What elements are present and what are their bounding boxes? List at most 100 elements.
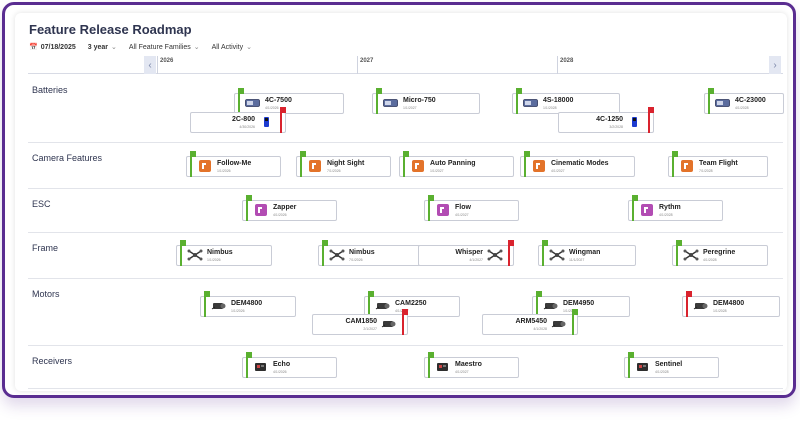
roadmap-item[interactable]: DEM4800 1/1/2026 [200, 296, 296, 317]
roadmap-row: MotorsDEM48001/1/2026CAM22504/1/2027CAM1… [28, 279, 783, 346]
filter-bar: 📅 07/18/2025 3 year ⌄ All Feature Famili… [29, 43, 264, 52]
roadmap-item[interactable]: Sentinel 4/1/2028 [624, 357, 719, 378]
item-name: CAM1850 [345, 318, 377, 325]
item-name: Sentinel [655, 361, 683, 368]
item-name: Maestro [455, 361, 482, 368]
item-name: DEM4950 [563, 300, 595, 307]
battery-icon [715, 97, 731, 109]
activity-filter[interactable]: All Activity ⌄ [212, 43, 252, 52]
roadmap-item[interactable]: Nimbus 1/1/2026 [176, 245, 272, 266]
item-date: 3/2/2028 [609, 125, 623, 129]
item-name: ARM5450 [515, 318, 547, 325]
roadmap-item[interactable]: Rythm 4/1/2028 [628, 200, 723, 221]
roadmap-item[interactable]: 4C-23000 4/1/2028 [704, 93, 784, 114]
camera-feature-icon [197, 160, 213, 172]
roadmap-row: Batteries 4C-7500 4/1/2026 2C-800 4/30/2026 M… [28, 75, 784, 143]
date-filter[interactable]: 📅 07/18/2025 [29, 43, 76, 52]
roadmap-item[interactable]: Nimbus 7/1/2026 [318, 245, 423, 266]
item-name: 4C-7500 [265, 97, 292, 104]
item-date: 4/1/2027 [455, 370, 469, 374]
item-date: 1/1/2028 [563, 309, 577, 313]
item-name: Zapper [273, 204, 297, 211]
item-name: DEM4800 [231, 300, 263, 307]
item-date: 2/1/2027 [363, 327, 377, 331]
roadmap-item[interactable]: Wingman 11/1/2027 [538, 245, 636, 266]
item-name: 4C-23000 [735, 97, 766, 104]
item-name: Night Sight [327, 160, 365, 167]
item-date: 11/1/2027 [569, 258, 585, 262]
roadmap-item[interactable]: Zapper 4/1/2026 [242, 200, 337, 221]
roadmap-item[interactable]: 4C-1250 3/2/2028 [558, 112, 654, 133]
roadmap-item[interactable]: CAM2250 4/1/2027 [364, 296, 460, 317]
red-flag-marker [280, 107, 286, 133]
item-name: Echo [273, 361, 291, 368]
item-name: Rythm [659, 204, 681, 211]
row-label: ESC [32, 199, 51, 209]
green-flag-marker [322, 240, 328, 266]
roadmap-item[interactable]: Team Flight 7/1/2028 [668, 156, 768, 177]
green-flag-marker [428, 352, 434, 378]
camera-feature-icon [531, 160, 547, 172]
roadmap-item[interactable]: Follow-Me 1/1/2026 [186, 156, 281, 177]
roadmap-row: Receivers Echo 4/1/2026 Maestro 4/1/2027 Sent… [28, 346, 783, 389]
range-filter-label: 3 year [87, 43, 109, 51]
roadmap-item[interactable]: DEM4950 1/1/2028 [532, 296, 630, 317]
drone-frame-icon [549, 249, 565, 261]
item-date: 4/1/2027 [455, 213, 469, 217]
item-name: Flow [455, 204, 471, 211]
green-flag-marker [246, 195, 252, 221]
scroll-right-button[interactable]: › [769, 56, 781, 74]
roadmap-item[interactable]: DEM4800 1/1/2028 [682, 296, 780, 317]
roadmap-item[interactable]: Echo 4/1/2026 [242, 357, 337, 378]
red-flag-marker [686, 291, 692, 317]
scroll-left-button[interactable]: ‹ [144, 56, 156, 74]
year-label: 2027 [357, 56, 373, 74]
motor-icon [211, 300, 227, 312]
chevron-left-icon: ‹ [148, 59, 152, 71]
item-name: 2C-800 [232, 116, 255, 123]
roadmap-row: Frame Nimbus 1/1/2026 Nimbus 7/1/2026 Whisper… [28, 233, 783, 279]
motor-icon [543, 300, 559, 312]
item-date: 4/1/2028 [735, 106, 749, 110]
item-name: Wingman [569, 249, 601, 256]
roadmap-item[interactable]: 2C-800 4/30/2026 [190, 112, 286, 133]
red-flag-marker [648, 107, 654, 133]
roadmap-item[interactable]: 4S-18000 1/1/2028 [512, 93, 620, 114]
date-filter-label: 07/18/2025 [40, 43, 76, 51]
row-label: Receivers [32, 356, 73, 366]
roadmap-item[interactable]: ARM5450 4/1/2028 [482, 314, 578, 335]
item-date: 1/1/2027 [403, 106, 417, 110]
roadmap-item[interactable]: Maestro 4/1/2027 [424, 357, 519, 378]
drone-frame-icon [187, 249, 203, 261]
item-date: 1/1/2026 [231, 309, 245, 313]
green-flag-marker [628, 352, 634, 378]
chevron-right-icon: › [773, 59, 777, 71]
green-flag-marker [376, 88, 382, 114]
range-filter[interactable]: 3 year ⌄ [87, 43, 117, 52]
roadmap-item[interactable]: Peregrine 4/1/2028 [672, 245, 768, 266]
roadmap-item[interactable]: Whisper 4/1/2027 [418, 245, 514, 266]
roadmap-item[interactable]: Flow 4/1/2027 [424, 200, 519, 221]
battery-icon [523, 97, 539, 109]
family-filter-label: All Feature Families [128, 43, 191, 51]
roadmap-item[interactable]: Auto Panning 1/1/2027 [399, 156, 514, 177]
green-flag-marker [516, 88, 522, 114]
calendar-icon: 📅 [29, 44, 38, 51]
receiver-icon [435, 361, 451, 373]
green-flag-marker [536, 291, 542, 317]
roadmap-item[interactable]: 4C-7500 4/1/2026 [234, 93, 344, 114]
roadmap-item[interactable]: CAM1850 2/1/2027 [312, 314, 408, 335]
family-filter[interactable]: All Feature Families ⌄ [128, 43, 200, 52]
roadmap-item[interactable]: Micro-750 1/1/2027 [372, 93, 480, 114]
green-flag-marker [403, 151, 409, 177]
green-flag-marker [632, 195, 638, 221]
green-flag-marker [524, 151, 530, 177]
roadmap-item[interactable]: Cinematic Modes 4/1/2027 [520, 156, 635, 177]
item-date: 4/1/2028 [655, 370, 669, 374]
green-flag-marker [238, 88, 244, 114]
motor-icon [375, 300, 391, 312]
row-label: Camera Features [32, 153, 103, 163]
green-flag-marker [572, 309, 578, 335]
roadmap-item[interactable]: Night Sight 7/1/2026 [296, 156, 391, 177]
item-name: Nimbus [349, 249, 375, 256]
